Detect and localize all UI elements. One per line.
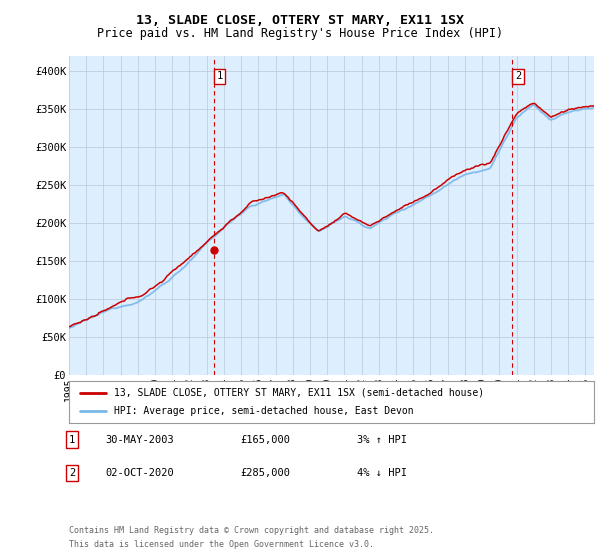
Text: HPI: Average price, semi-detached house, East Devon: HPI: Average price, semi-detached house,… — [113, 406, 413, 416]
Text: 3% ↑ HPI: 3% ↑ HPI — [357, 435, 407, 445]
Text: £285,000: £285,000 — [240, 468, 290, 478]
Text: 4% ↓ HPI: 4% ↓ HPI — [357, 468, 407, 478]
Text: 2: 2 — [515, 71, 521, 81]
Text: 13, SLADE CLOSE, OTTERY ST MARY, EX11 1SX: 13, SLADE CLOSE, OTTERY ST MARY, EX11 1S… — [136, 14, 464, 27]
Text: 30-MAY-2003: 30-MAY-2003 — [105, 435, 174, 445]
Text: 1: 1 — [217, 71, 223, 81]
Text: Price paid vs. HM Land Registry's House Price Index (HPI): Price paid vs. HM Land Registry's House … — [97, 27, 503, 40]
Text: 02-OCT-2020: 02-OCT-2020 — [105, 468, 174, 478]
Text: 1: 1 — [69, 435, 75, 445]
Text: 13, SLADE CLOSE, OTTERY ST MARY, EX11 1SX (semi-detached house): 13, SLADE CLOSE, OTTERY ST MARY, EX11 1S… — [113, 388, 484, 398]
Text: 2: 2 — [69, 468, 75, 478]
Text: Contains HM Land Registry data © Crown copyright and database right 2025.
This d: Contains HM Land Registry data © Crown c… — [69, 526, 434, 549]
Text: £165,000: £165,000 — [240, 435, 290, 445]
